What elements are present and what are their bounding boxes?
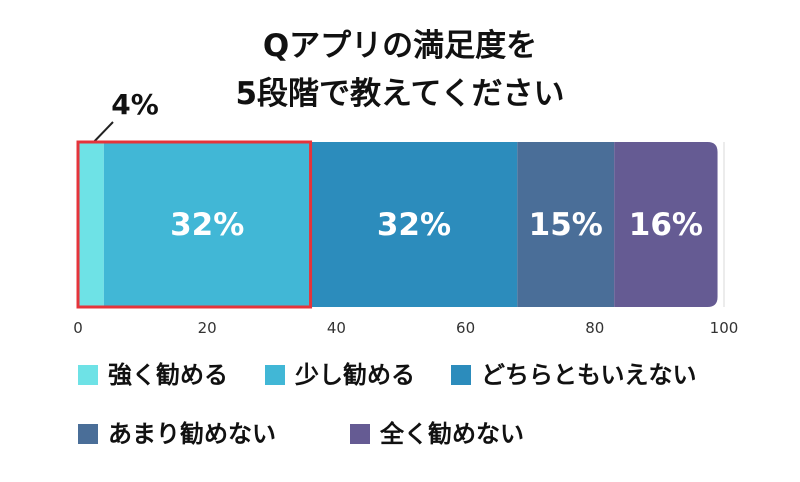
bar-segment-0: [78, 142, 104, 307]
x-tick-label-3: 60: [456, 319, 475, 337]
x-tick-label-4: 80: [585, 319, 604, 337]
legend-label-1: 少し勧める: [294, 361, 415, 389]
x-tick-label-0: 0: [73, 319, 83, 337]
bar-segment-1: [103, 142, 311, 307]
segment-label-1: 32%: [170, 207, 244, 243]
legend-label-2: どちらともいえない: [481, 361, 697, 389]
legend-swatch-4: [350, 424, 370, 444]
x-tick-label-2: 40: [327, 319, 346, 337]
chart-title-line-1: Qアプリの満足度を: [263, 28, 537, 64]
x-tick-label-1: 20: [198, 319, 217, 337]
legend-swatch-0: [78, 365, 98, 385]
bar-segment-4-shape: [614, 142, 718, 307]
highlight-box: [76, 140, 313, 309]
chart-title: Qアプリの満足度を 5段階で教えてください: [235, 28, 564, 112]
segment-label-4: 16%: [629, 207, 703, 243]
bar-segment-2: [310, 142, 518, 307]
legend-label-0: 強く勧める: [108, 361, 228, 389]
segment-label-3: 15%: [529, 207, 603, 243]
legend-swatch-2: [451, 365, 471, 385]
x-axis: 0 20 40 60 80 100: [73, 142, 738, 337]
stacked-bar: [78, 142, 718, 307]
legend-label-3: あまり勧めない: [108, 420, 276, 448]
callout-label-4-percent: 4%: [111, 88, 159, 121]
legend-swatch-3: [78, 424, 98, 444]
segment-label-2: 32%: [377, 207, 451, 243]
x-tick-label-5: 100: [710, 319, 739, 337]
chart-title-line-2: 5段階で教えてください: [235, 76, 564, 112]
legend-label-4: 全く勧めない: [379, 420, 524, 448]
bar-segment-3: [517, 142, 615, 307]
segment-labels: 32% 32% 15% 16%: [170, 207, 703, 243]
legend-swatch-1: [265, 365, 285, 385]
